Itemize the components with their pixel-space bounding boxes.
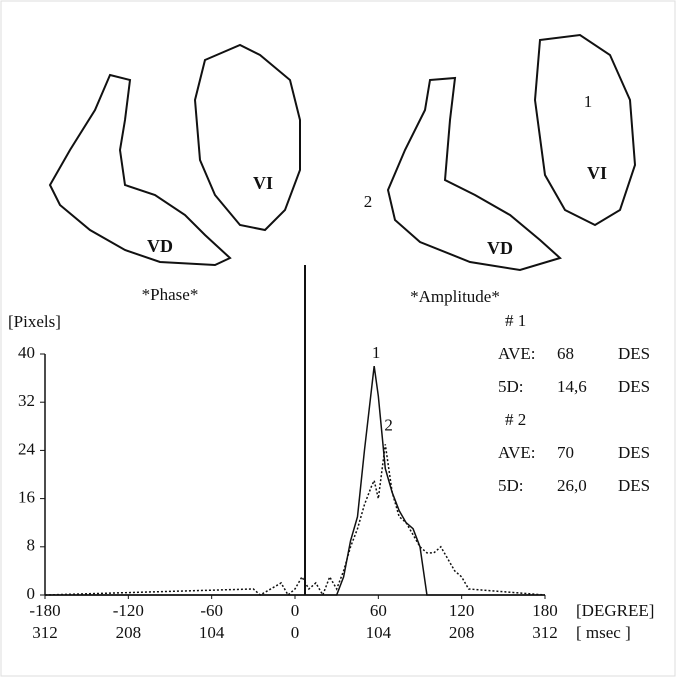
x-tick-label: 120	[449, 601, 475, 620]
x-tick-label: -180	[29, 601, 60, 620]
stat-text: DES	[618, 476, 650, 495]
amplitude-vd-outline	[386, 76, 562, 272]
stat-text: 68	[557, 344, 574, 363]
stat-text: 14,6	[557, 377, 587, 396]
peak-label: 2	[384, 415, 393, 434]
y-tick-label: 16	[18, 488, 35, 507]
region-label: VI	[253, 173, 273, 193]
stat-text: 5D:	[498, 476, 524, 495]
stat-text: 5D:	[498, 377, 524, 396]
image-title: *Phase*	[142, 285, 199, 304]
x2-tick-label: 312	[532, 623, 558, 642]
y-tick-label: 40	[18, 343, 35, 362]
y-tick-label: 24	[18, 439, 36, 458]
histogram-line	[45, 365, 545, 596]
x-tick-label: 0	[291, 601, 300, 620]
x-tick-label: -60	[200, 601, 223, 620]
x-tick-label: 180	[532, 601, 558, 620]
x2-axis-unit: [ msec ]	[576, 623, 631, 642]
stat-text: # 2	[505, 410, 526, 429]
region-label: VD	[487, 238, 513, 258]
x2-tick-label: 104	[366, 623, 392, 642]
phase-vi-outline	[193, 43, 301, 232]
stat-text: # 1	[505, 311, 526, 330]
stat-text: 70	[557, 443, 574, 462]
phase-vd-outline	[48, 73, 232, 267]
x-axis-unit: [DEGREE]	[576, 601, 654, 620]
region-label: VD	[147, 236, 173, 256]
y-tick-label: 0	[27, 584, 36, 603]
x2-tick-label: 208	[116, 623, 142, 642]
histogram-line	[44, 444, 546, 597]
amplitude-vi-outline	[533, 33, 637, 227]
region-label: 1	[584, 92, 593, 111]
stat-text: DES	[618, 344, 650, 363]
y-tick-label: 32	[18, 391, 35, 410]
x-tick-label: 60	[370, 601, 387, 620]
y-tick-label: 8	[27, 536, 36, 555]
stat-text: DES	[618, 443, 650, 462]
stat-text: AVE:	[498, 344, 535, 363]
stat-text: 26,0	[557, 476, 587, 495]
x-tick-label: -120	[113, 601, 144, 620]
x2-tick-label: 104	[199, 623, 225, 642]
x2-tick-label: 312	[32, 623, 58, 642]
x2-tick-label: 208	[449, 623, 475, 642]
region-label: 2	[364, 192, 373, 211]
y-axis-label: [Pixels]	[8, 312, 61, 331]
stat-text: AVE:	[498, 443, 535, 462]
stat-text: DES	[618, 377, 650, 396]
region-label: VI	[587, 163, 607, 183]
image-title: *Amplitude*	[410, 287, 500, 306]
x2-tick-label: 0	[291, 623, 300, 642]
peak-label: 1	[372, 343, 381, 362]
